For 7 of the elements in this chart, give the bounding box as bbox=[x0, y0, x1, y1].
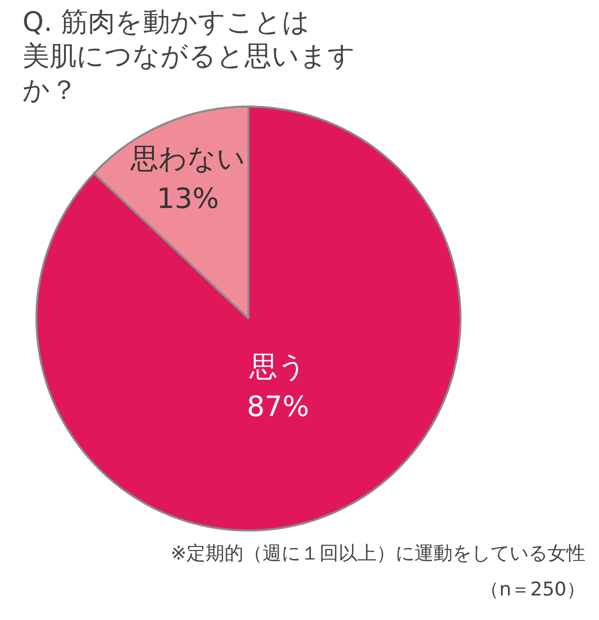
slice-label: 思う bbox=[248, 350, 306, 384]
text: ※定期的（週に１回以上）に運動をしている女性 bbox=[170, 542, 586, 564]
data-label: 13% bbox=[156, 182, 219, 215]
data-label: 87% bbox=[246, 390, 310, 424]
slice-label: 思わない bbox=[129, 142, 246, 175]
text: （n＝250） bbox=[480, 578, 586, 600]
chart-title: Q. 筋肉を動かすことは美肌につながると思いますか？ bbox=[22, 7, 356, 106]
